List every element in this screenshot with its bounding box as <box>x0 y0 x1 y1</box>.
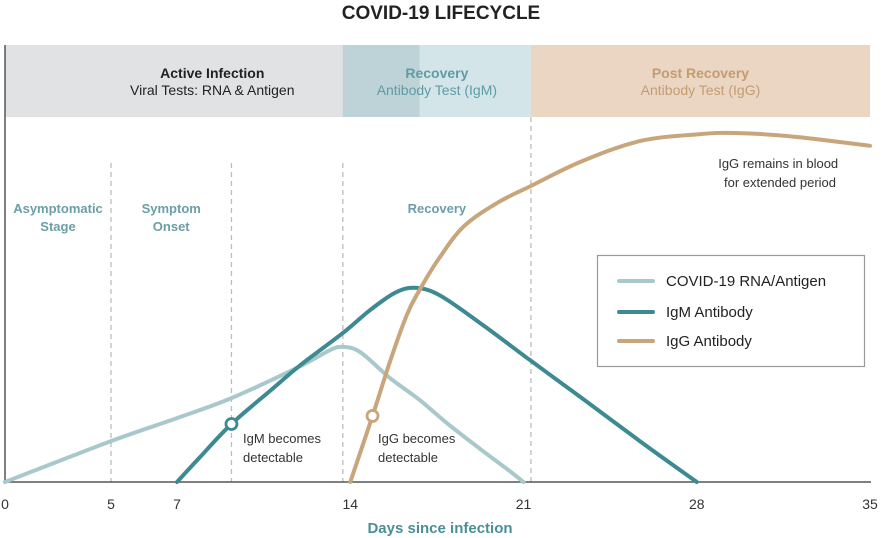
x-tick-label-35: 35 <box>862 496 878 512</box>
stage-label-line: Stage <box>40 219 75 234</box>
annotation-line: detectable <box>378 450 438 465</box>
series-line-igg-antibody <box>348 130 872 484</box>
stage-label-symptom-onset: Symptom Onset <box>142 201 201 234</box>
x-tick-label-5: 5 <box>107 496 115 512</box>
annotations: IgM becomes detectable IgG becomes detec… <box>243 156 842 465</box>
phase-band-post-recovery <box>530 45 870 117</box>
stage-label-line: Recovery <box>408 201 467 216</box>
legend-label-rna-antigen: COVID-19 RNA/Antigen <box>666 273 826 290</box>
x-tick-label-28: 28 <box>689 496 705 512</box>
stage-boundary-lines <box>110 117 532 482</box>
phase-label-active-infection: Active Infection <box>160 65 264 81</box>
phase-sublabel-recovery: Antibody Test (IgM) <box>377 82 497 98</box>
annotation-igm-becomes-detectable: IgM becomes detectable <box>243 431 325 465</box>
series-lines <box>3 130 872 484</box>
annotation-line: IgG remains in blood <box>718 156 838 171</box>
annotation-line: IgM becomes <box>243 431 322 446</box>
x-tick-label-14: 14 <box>342 496 358 512</box>
phase-label-recovery: Recovery <box>405 65 468 81</box>
annotation-line: for extended period <box>724 175 836 190</box>
legend: COVID-19 RNA/Antigen IgM Antibody IgG An… <box>596 254 866 368</box>
x-tick-labels: 0 5 7 14 21 28 35 <box>1 496 878 512</box>
chart-title: COVID-19 LIFECYCLE <box>342 3 540 24</box>
series-line-covid-19-rna-antigen <box>3 344 526 484</box>
stage-label-line: Onset <box>153 219 191 234</box>
legend-label-igm: IgM Antibody <box>666 304 753 321</box>
x-tick-label-0: 0 <box>1 496 9 512</box>
phase-band-overlap <box>342 45 420 117</box>
detection-markers <box>224 409 380 431</box>
phase-sublabel-post-recovery: Antibody Test (IgG) <box>641 82 761 98</box>
x-tick-label-21: 21 <box>516 496 532 512</box>
stage-label-line: Asymptomatic <box>13 201 103 216</box>
stage-label-line: Symptom <box>142 201 201 216</box>
marker-igg-antibody-detectable <box>365 409 380 423</box>
marker-igm-antibody-detectable <box>224 417 239 431</box>
legend-item-igm-antibody: IgM Antibody <box>617 304 753 321</box>
phase-label-post-recovery: Post Recovery <box>652 65 749 81</box>
x-axis-label: Days since infection <box>367 520 512 537</box>
phase-sublabel-active-infection: Viral Tests: RNA & Antigen <box>130 82 294 98</box>
annotation-igg-becomes-detectable: IgG becomes detectable <box>378 431 459 465</box>
annotation-line: IgG becomes <box>378 431 456 446</box>
stage-label-asymptomatic-stage: Asymptomatic Stage <box>13 201 103 234</box>
x-tick-label-7: 7 <box>173 496 181 512</box>
annotation-igg-remains-in-blood: IgG remains in blood for extended period <box>718 156 842 190</box>
series-line-igm-antibody <box>175 285 699 484</box>
legend-item-covid-19-rna-antigen: COVID-19 RNA/Antigen <box>617 273 826 290</box>
annotation-line: detectable <box>243 450 303 465</box>
stage-label-recovery: Recovery <box>408 201 467 216</box>
legend-label-igg: IgG Antibody <box>666 333 752 350</box>
legend-item-igg-antibody: IgG Antibody <box>617 333 752 350</box>
phase-bands <box>5 45 870 117</box>
stage-labels: Asymptomatic Stage Symptom Onset Recovery <box>13 201 467 234</box>
